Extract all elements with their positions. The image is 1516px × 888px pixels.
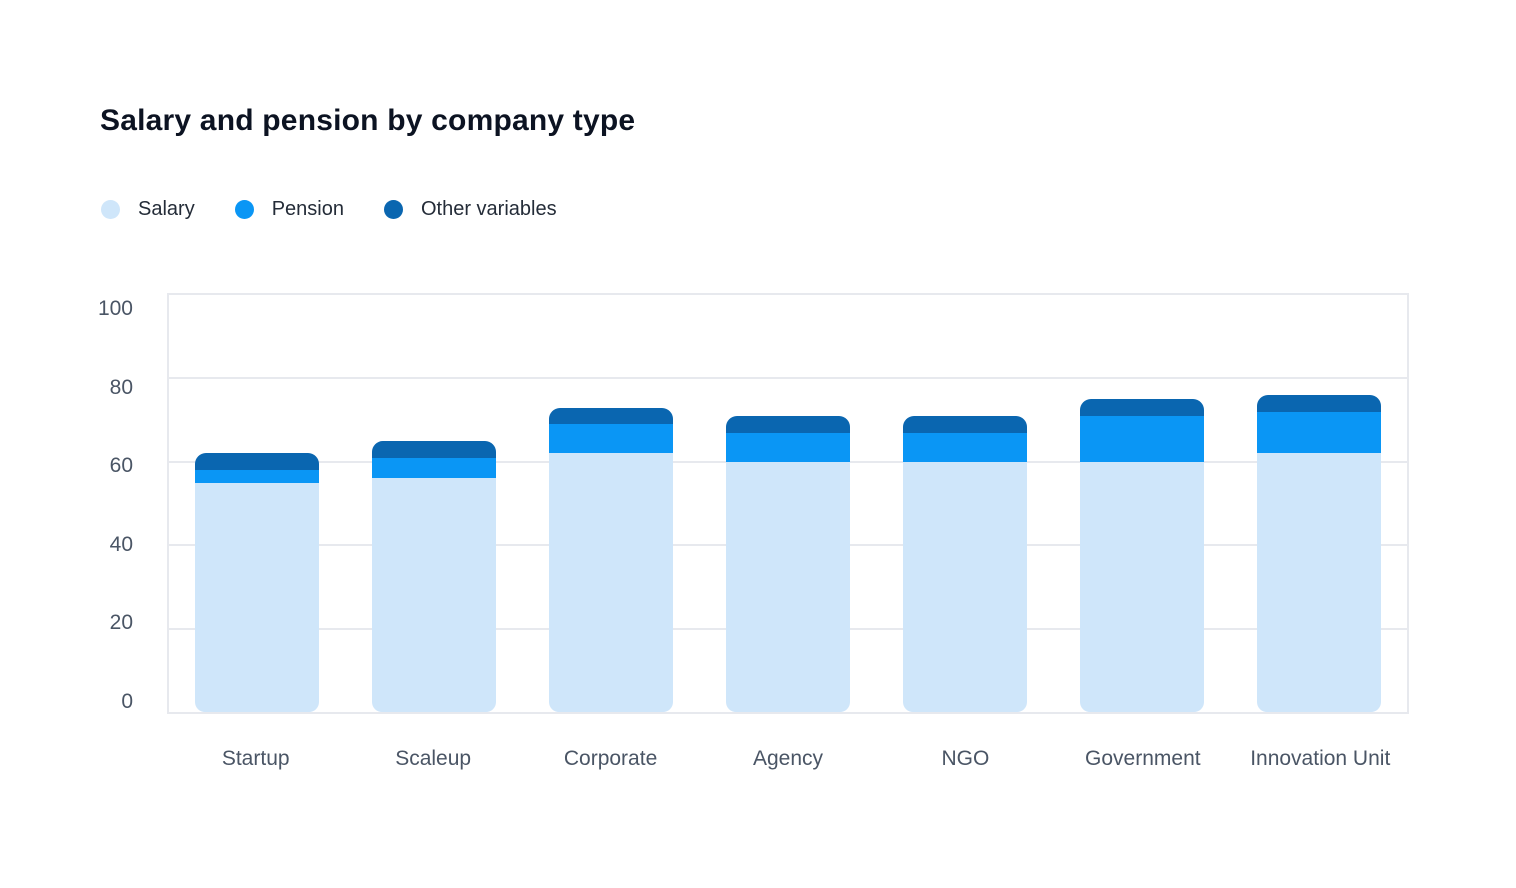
plot-area <box>167 293 1409 714</box>
x-category-label-ngo: NGO <box>941 747 990 770</box>
x-category-label-innovation-unit: Innovation Unit <box>1250 747 1391 770</box>
x-category-cell-government: Government <box>1054 744 1231 773</box>
x-category-label-government: Government <box>1085 747 1201 770</box>
bar-segment-other-variables-innovation-unit[interactable] <box>1256 395 1381 412</box>
x-category-cell-corporate: Corporate <box>522 744 699 773</box>
x-category-cell-ngo: NGO <box>877 744 1054 773</box>
bars-container <box>169 295 1407 712</box>
band-government <box>1053 295 1230 712</box>
bar-agency <box>726 415 850 712</box>
y-tick-label-20: 20 <box>109 611 133 635</box>
legend-item-pension[interactable]: Pension <box>234 198 344 221</box>
y-axis: 100 80 60 40 20 0 <box>70 297 133 714</box>
x-category-label-scaleup: Scaleup <box>395 747 472 770</box>
bar-segment-pension-government[interactable] <box>1079 415 1204 462</box>
band-agency <box>700 295 877 712</box>
bar-segment-salary-agency[interactable] <box>726 461 850 712</box>
bar-segment-salary-corporate[interactable] <box>549 453 674 712</box>
bar-segment-pension-corporate[interactable] <box>549 424 674 454</box>
band-innovation-unit <box>1230 295 1407 712</box>
band-ngo <box>876 295 1053 712</box>
x-category-label-startup: Startup <box>221 747 290 770</box>
bar-segment-pension-scaleup[interactable] <box>372 457 497 479</box>
bar-segment-pension-startup[interactable] <box>195 470 320 483</box>
band-startup <box>169 295 346 712</box>
legend-item-salary[interactable]: Salary <box>101 198 195 221</box>
x-category-cell-innovation-unit: Innovation Unit <box>1232 744 1409 773</box>
legend-label-other-variables: Other variables <box>420 198 557 220</box>
bar-ngo <box>902 415 1027 712</box>
chart-title: Salary and pension by company type <box>100 104 636 137</box>
salary-swatch-icon <box>101 200 120 219</box>
bar-startup <box>195 453 320 712</box>
bar-segment-other-variables-corporate[interactable] <box>549 407 674 425</box>
x-axis: Startup Scaleup Corporate Agency NGO Governme… <box>167 744 1409 773</box>
x-category-label-corporate: Corporate <box>563 747 658 770</box>
legend: Salary Pension Other variables <box>101 198 557 221</box>
x-category-cell-scaleup: Scaleup <box>344 744 521 773</box>
x-category-cell-agency: Agency <box>699 744 876 773</box>
bar-segment-pension-innovation-unit[interactable] <box>1256 411 1381 454</box>
y-tick-label-80: 80 <box>109 375 133 399</box>
bar-innovation-unit <box>1256 395 1381 712</box>
bar-segment-salary-government[interactable] <box>1079 461 1204 712</box>
band-scaleup <box>346 295 523 712</box>
gridline-80 <box>169 377 1407 380</box>
bar-government <box>1079 399 1204 712</box>
band-corporate <box>523 295 700 712</box>
bar-segment-salary-innovation-unit[interactable] <box>1256 453 1381 712</box>
bar-segment-pension-ngo[interactable] <box>902 432 1027 462</box>
y-tick-label-60: 60 <box>109 454 133 478</box>
bar-segment-salary-startup[interactable] <box>195 482 320 712</box>
y-tick-label-0: 0 <box>121 689 133 713</box>
bar-segment-other-variables-startup[interactable] <box>195 453 320 471</box>
y-tick-label-100: 100 <box>97 297 133 320</box>
bar-segment-pension-agency[interactable] <box>726 432 850 462</box>
pension-swatch-icon <box>234 200 254 219</box>
other-variables-swatch-icon <box>383 200 403 219</box>
bar-segment-other-variables-scaleup[interactable] <box>372 440 497 458</box>
bar-segment-other-variables-ngo[interactable] <box>902 415 1027 433</box>
legend-label-pension: Pension <box>271 198 344 220</box>
bar-segment-salary-scaleup[interactable] <box>372 478 497 712</box>
legend-label-salary: Salary <box>138 198 195 220</box>
x-category-cell-startup: Startup <box>167 744 344 773</box>
bar-scaleup <box>372 440 497 712</box>
legend-item-other-variables[interactable]: Other variables <box>383 198 557 221</box>
bar-segment-salary-ngo[interactable] <box>902 461 1027 712</box>
bar-segment-other-variables-government[interactable] <box>1079 399 1204 416</box>
y-tick-label-40: 40 <box>109 532 133 556</box>
bar-corporate <box>549 407 674 712</box>
x-category-label-agency: Agency <box>752 747 823 770</box>
bar-segment-other-variables-agency[interactable] <box>726 415 850 433</box>
